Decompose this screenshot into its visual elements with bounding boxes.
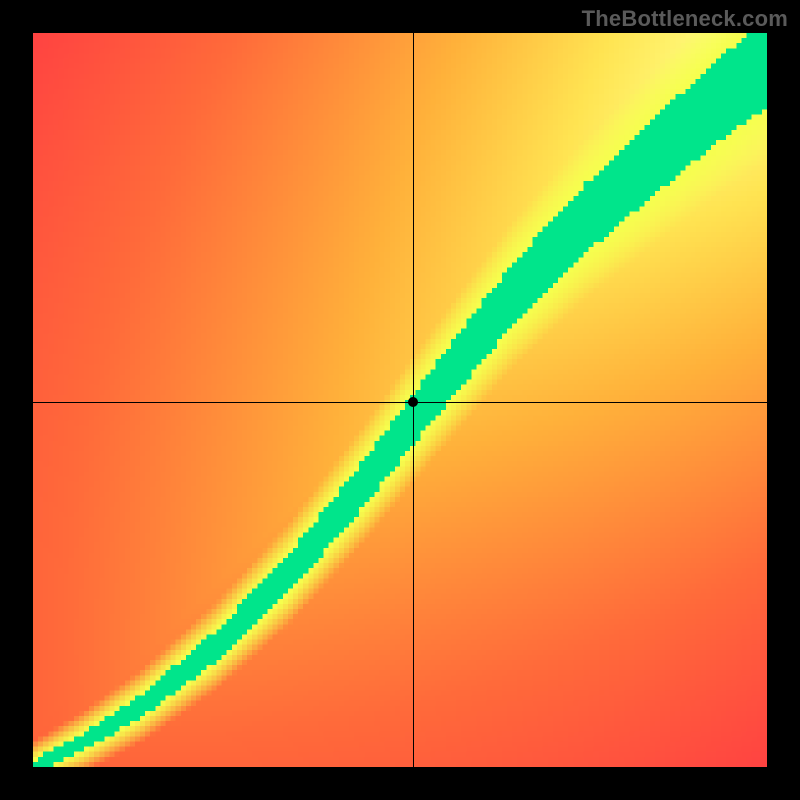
crosshair-horizontal [33,402,767,403]
plot-area [33,33,767,767]
crosshair-marker [408,397,418,407]
heatmap-canvas [33,33,767,767]
watermark-text: TheBottleneck.com [582,6,788,32]
